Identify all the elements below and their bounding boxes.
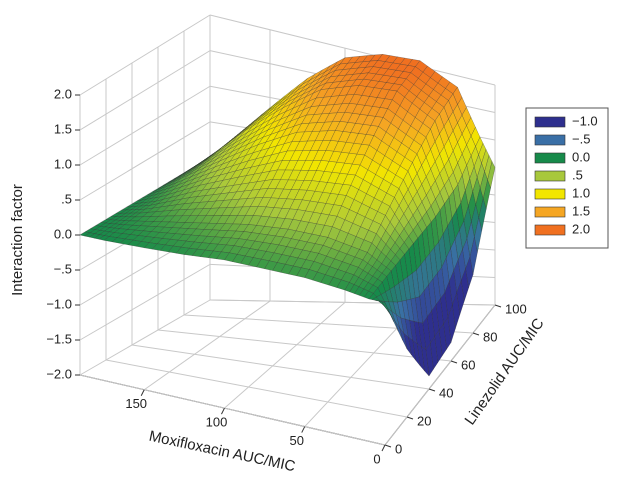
legend-swatch (534, 152, 566, 164)
x-tick (301, 426, 306, 433)
x-tick (140, 389, 145, 396)
grid-line (79, 374, 386, 446)
x-tick-label: 0 (373, 451, 380, 466)
y-tick-label: 60 (461, 357, 475, 372)
z-tick-label: 1.5 (54, 121, 72, 136)
y-tick (494, 304, 502, 308)
z-tick-label: 0.0 (54, 226, 72, 241)
x-tick (221, 407, 225, 415)
y-tick-label: 100 (505, 301, 527, 316)
annotations: −2.0−1.5−1.0−.50.0.51.01.52.005010015002… (46, 86, 526, 466)
x-tick-label: 150 (125, 396, 147, 411)
z-tick-label: 1.0 (54, 156, 72, 171)
grid-line (79, 121, 211, 201)
y-tick (384, 444, 392, 448)
y-tick (428, 388, 436, 392)
grid-line (79, 50, 211, 131)
grid-line (79, 14, 211, 96)
x-axis-label: Moxifloxacin AUC/MIC (147, 428, 297, 476)
grid-line (79, 85, 211, 166)
grid-line (384, 304, 496, 446)
grid-line (79, 299, 211, 376)
legend-label: 1.5 (572, 203, 590, 218)
x-tick-label: 50 (290, 433, 304, 448)
legend-label: 2.0 (572, 221, 590, 236)
legend-swatch (534, 206, 566, 218)
legend-swatch (534, 134, 566, 146)
legend-label: .5 (572, 167, 583, 182)
z-tick-label: 2.0 (54, 86, 72, 101)
y-tick-label: 20 (417, 413, 431, 428)
y-tick-label: 0 (395, 441, 402, 456)
legend-swatch (534, 188, 566, 200)
legend-label: 0.0 (572, 149, 590, 164)
surface-patch (381, 301, 390, 313)
z-tick-label: −1.0 (46, 296, 72, 311)
y-tick (472, 332, 480, 336)
grid-line (131, 344, 430, 390)
legend-label: 1.0 (572, 185, 590, 200)
grid-line (143, 300, 271, 391)
x-tick (381, 444, 386, 452)
grid-line (79, 263, 211, 341)
y-tick (406, 416, 414, 420)
y-tick (450, 360, 458, 364)
z-axis-label: Interaction factor (9, 184, 26, 296)
z-tick-label: −2.0 (46, 366, 72, 381)
y-tick-label: 80 (483, 329, 497, 344)
legend-swatch (534, 116, 566, 128)
legend-swatch (534, 170, 566, 182)
legend-label: −1.0 (572, 113, 598, 128)
x-tick-label: 100 (206, 415, 228, 430)
z-tick-label: −.5 (54, 261, 72, 276)
grid-line (224, 301, 346, 409)
grid-line (209, 14, 496, 86)
y-tick-label: 40 (439, 385, 453, 400)
grid-line (105, 359, 408, 418)
z-tick-label: −1.5 (46, 331, 72, 346)
z-tick-label: .5 (61, 191, 72, 206)
surface (79, 54, 496, 377)
legend-label: −.5 (572, 131, 590, 146)
legend-swatch (534, 224, 566, 236)
grid-line (157, 329, 452, 362)
